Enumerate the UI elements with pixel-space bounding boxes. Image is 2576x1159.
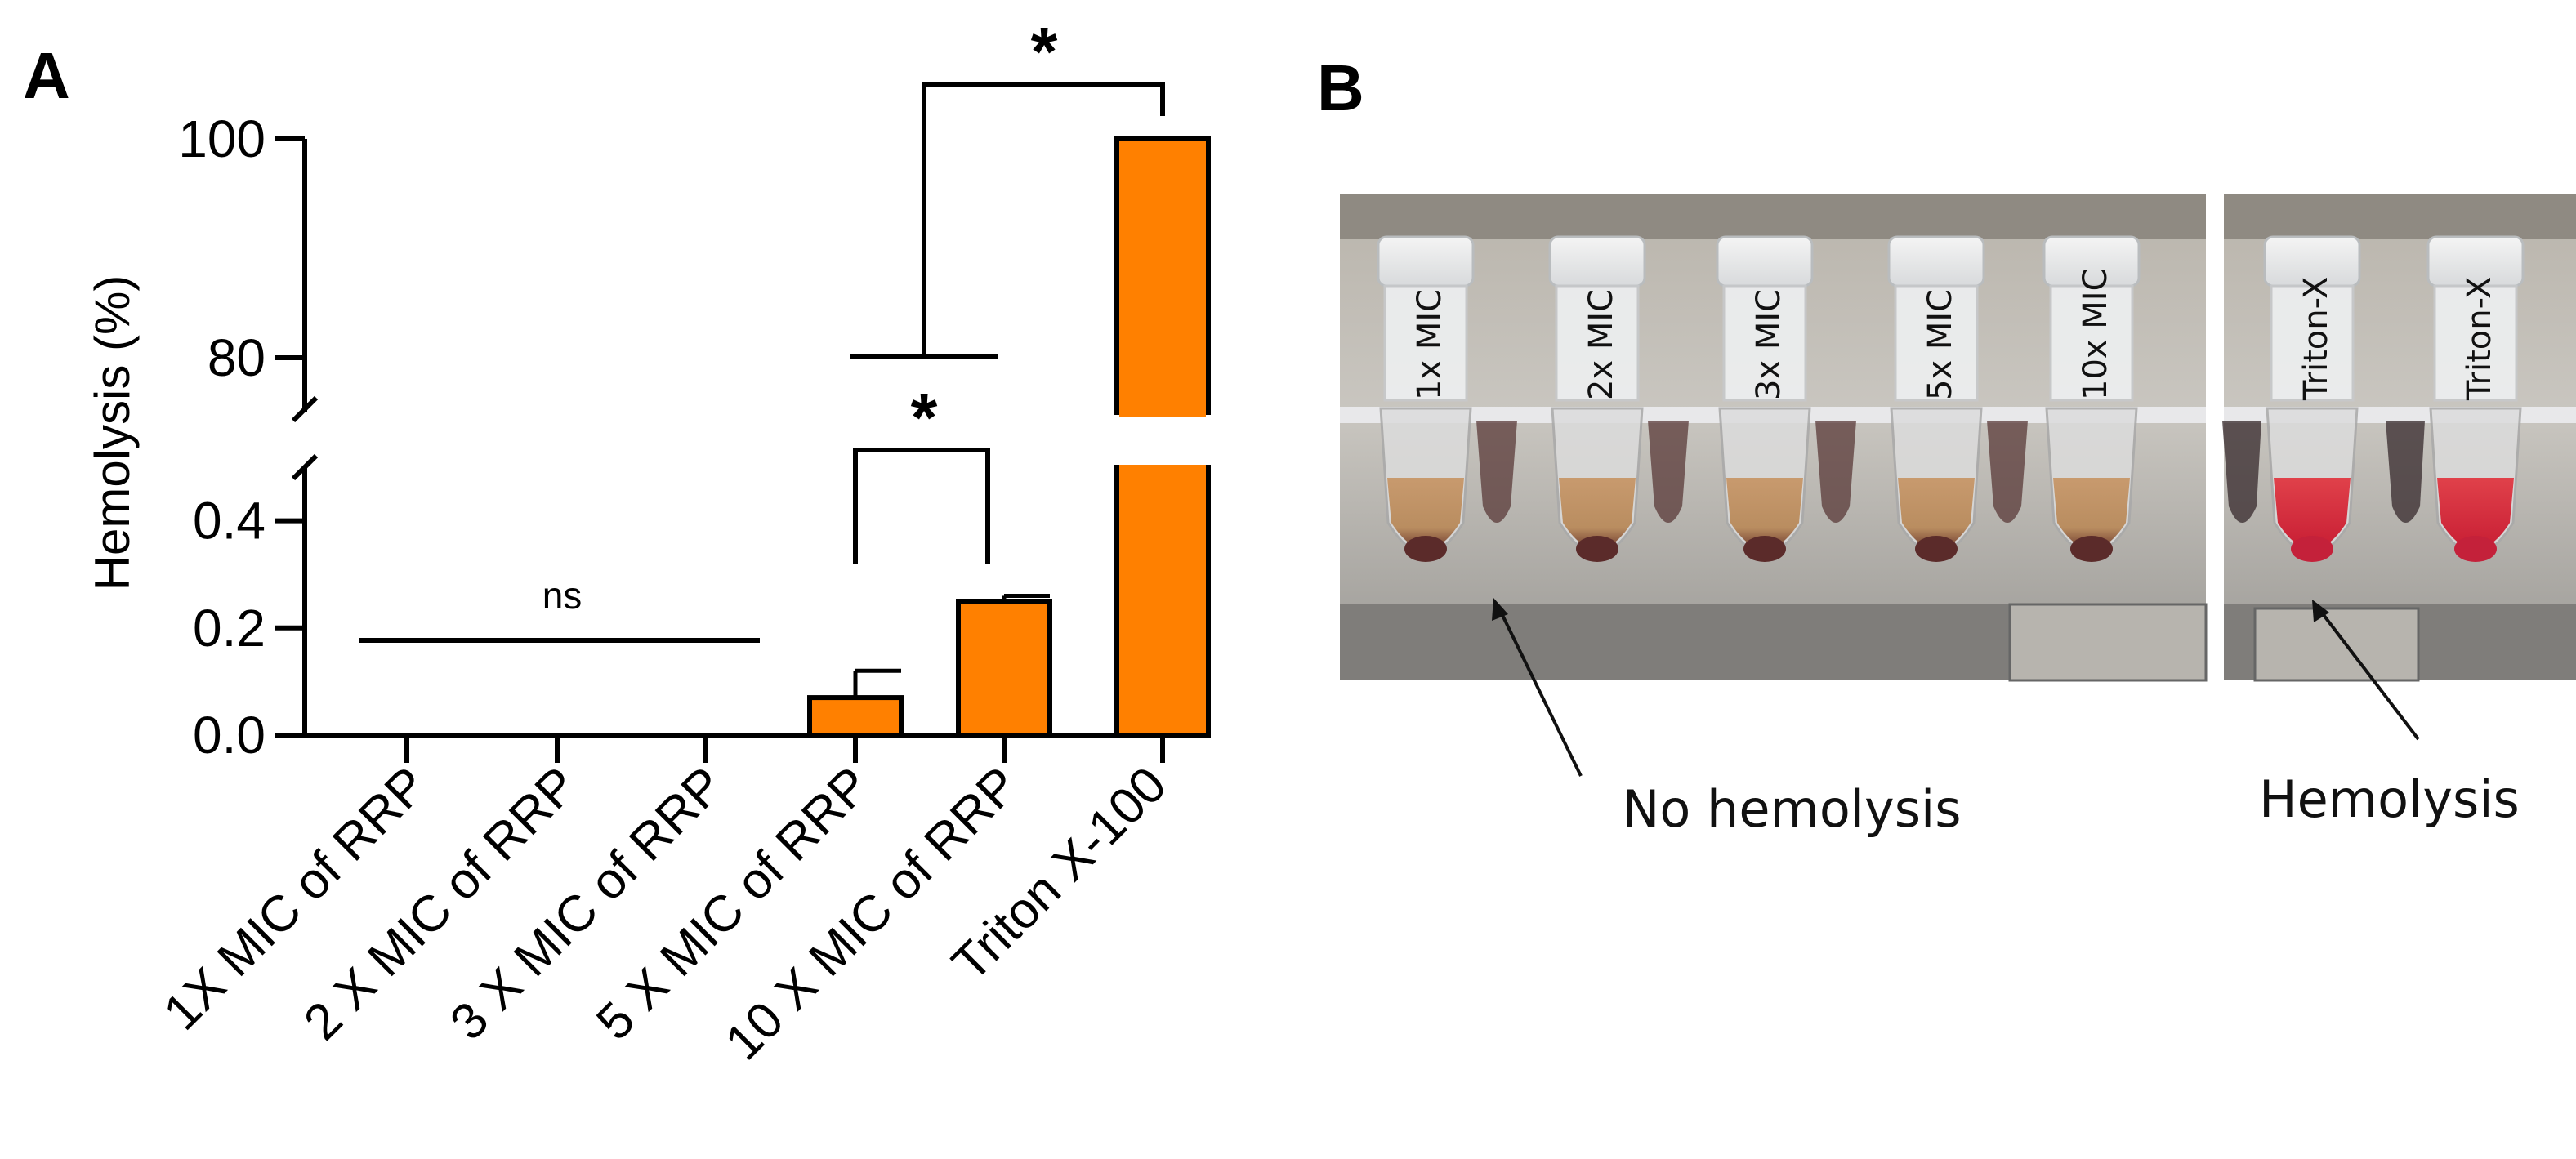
x-category-labels: 1X MIC of RRP 2 X MIC of RRP 3 X MIC of … [153,756,1176,1071]
hemolysis-bar-chart: Hemolysis (%) 0.0 0.2 0.4 80 100 ns * * 1X M… [85,13,1211,1071]
tube: 5x MIC [1887,235,2028,562]
tube: 2x MIC [1548,235,1689,562]
star-5x-10x: * [911,379,938,456]
tubes-left: 1x MIC 2x MIC 3x MIC 5x MIC 10x MIC [1377,235,2141,562]
callout-no-hemolysis: No hemolysis [1492,598,1962,839]
callout-no-hemolysis-label: No hemolysis [1622,779,1962,839]
category-label: 3 X MIC of RRP [440,756,734,1051]
photo-left: 1x MIC 2x MIC 3x MIC 5x MIC 10x MIC [1340,194,2208,682]
tubes-right: Triton-X Triton-X [2222,235,2525,562]
tube: 1x MIC [1377,235,1517,562]
bar [807,695,904,738]
tube-label: 10x MIC [2077,268,2114,400]
chart-axes [275,136,1201,763]
category-label: 2 X MIC of RRP [293,756,588,1051]
y-tick-label: 80 [208,328,266,387]
panel-label-a: A [23,39,70,112]
y-axis-title: Hemolysis (%) [85,275,140,591]
photo-right: Triton-X Triton-X [2222,194,2576,682]
bars [807,136,1211,738]
tube-label: 3x MIC [1750,289,1788,400]
y-tick-label: 0.0 [193,706,266,764]
tube-label: 5x MIC [1922,289,1959,400]
bar [956,599,1052,738]
category-label: 5 X MIC of RRP [586,756,881,1051]
ns-label: ns [542,574,583,617]
bar-break-fill [1119,410,1206,417]
tube-label: 1x MIC [1411,289,1449,400]
bracket-5x-10x [853,448,990,564]
significance-annotations: ns * * [359,13,1165,643]
tube-label: Triton-X [2461,277,2498,401]
y-tick-label: 0.2 [193,599,266,658]
star-group-triton: * [1031,13,1058,90]
error-bars [853,593,1050,698]
tube: 10x MIC [2042,235,2141,562]
y-tick-label: 0.4 [193,492,266,551]
tube-label: 2x MIC [1583,289,1620,400]
category-label: 1X MIC of RRP [153,756,437,1041]
tube: 3x MIC [1716,235,1856,562]
callout-hemolysis: Hemolysis [2259,600,2520,829]
tube: Triton-X [2222,235,2361,562]
bracket-group-triton [922,82,1165,356]
y-tick-labels: 0.0 0.2 0.4 80 100 [178,109,266,764]
bar-break-fill [1119,465,1206,471]
tube-photograph: 1x MIC 2x MIC 3x MIC 5x MIC 10x MIC Triton-X… [1340,194,2576,839]
tube: Triton-X [2386,235,2525,562]
axis-break-mark [291,453,319,481]
y-tick-label: 100 [178,109,266,168]
panel-label-b: B [1317,51,1364,124]
tube-label: Triton-X [2297,277,2335,401]
bar [1114,465,1211,738]
bar [1114,136,1211,415]
callout-hemolysis-label: Hemolysis [2259,769,2520,829]
axis-break-mark [291,395,319,423]
